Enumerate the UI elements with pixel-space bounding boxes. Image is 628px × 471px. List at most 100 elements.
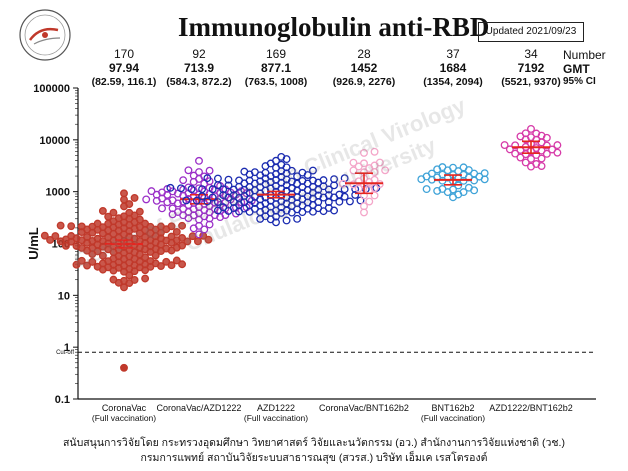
data-point xyxy=(109,275,118,284)
data-point xyxy=(98,251,107,260)
data-point xyxy=(203,197,212,206)
data-point xyxy=(360,159,368,168)
ci-row-label: 95% CI xyxy=(563,76,596,87)
data-point xyxy=(141,219,150,228)
data-point xyxy=(459,163,468,172)
data-point xyxy=(365,197,374,206)
data-point xyxy=(88,257,97,266)
data-point xyxy=(204,235,213,244)
data-point xyxy=(480,169,489,178)
data-point xyxy=(162,244,171,253)
gmt-row-label: GMT xyxy=(563,62,590,76)
updated-badge: Updated 2021/09/23 xyxy=(478,22,584,42)
data-point xyxy=(56,221,65,230)
data-point xyxy=(351,190,360,199)
data-point xyxy=(198,185,207,194)
group-ci: (82.59, 116.1) xyxy=(91,76,157,88)
data-point xyxy=(309,166,317,175)
group-number: 37 xyxy=(446,47,460,61)
data-point xyxy=(67,222,76,231)
data-point xyxy=(125,200,134,209)
data-point xyxy=(213,198,222,206)
data-point xyxy=(125,208,134,217)
data-point xyxy=(158,188,166,197)
data-point xyxy=(167,222,176,231)
data-point xyxy=(213,174,222,183)
data-point xyxy=(433,186,442,195)
data-point xyxy=(324,203,333,212)
data-point xyxy=(120,189,128,198)
data-point xyxy=(464,183,473,192)
data-point xyxy=(459,188,468,197)
data-point xyxy=(208,185,217,194)
data-point xyxy=(178,221,187,230)
data-point xyxy=(72,242,81,250)
data-point xyxy=(375,158,384,167)
data-point xyxy=(354,184,363,193)
group-number: 92 xyxy=(192,47,206,61)
data-point xyxy=(183,237,192,246)
x-category-label: CoronaVac xyxy=(102,403,147,413)
data-point xyxy=(553,141,562,150)
footer-line-2: กรมการแพทย์ สถาบันวิจัยระบบสาธารณสุข (สว… xyxy=(140,452,488,464)
group-gmt: 97.94 xyxy=(108,61,140,75)
data-point xyxy=(266,177,275,186)
data-point xyxy=(537,154,546,163)
data-point xyxy=(179,176,188,185)
x-category-label: CoronaVac/BNT162b2 xyxy=(319,403,409,413)
data-point xyxy=(61,235,70,244)
data-point xyxy=(205,166,214,175)
data-point xyxy=(195,156,203,165)
data-point xyxy=(360,202,368,211)
data-point xyxy=(189,171,198,180)
data-point xyxy=(187,185,196,194)
data-point xyxy=(219,203,228,212)
data-point xyxy=(250,168,259,177)
data-point xyxy=(511,149,520,158)
logo-icon xyxy=(19,9,71,61)
data-point xyxy=(235,176,243,185)
data-point xyxy=(77,222,86,231)
data-point xyxy=(178,260,187,269)
data-point xyxy=(527,124,535,133)
data-point xyxy=(182,196,191,205)
y-tick-label: 10000 xyxy=(39,135,70,147)
data-point xyxy=(208,193,217,202)
x-category-label: BNT162b2 xyxy=(431,403,474,413)
data-point xyxy=(195,168,203,176)
group-number: 170 xyxy=(113,47,135,61)
group-ci: (926.9, 2276) xyxy=(332,76,396,88)
data-point xyxy=(77,256,86,265)
data-point xyxy=(135,207,144,216)
data-point xyxy=(449,185,457,194)
data-point xyxy=(219,191,228,200)
group-ci: (5521, 9370) xyxy=(501,76,561,88)
chart-title: Immunoglobulin anti-RBD xyxy=(178,12,490,42)
data-point xyxy=(130,275,139,284)
data-point xyxy=(277,160,286,169)
data-point xyxy=(177,184,185,193)
data-point xyxy=(438,184,447,193)
data-point xyxy=(109,208,118,217)
data-point xyxy=(287,166,296,175)
data-point xyxy=(224,175,233,184)
data-point xyxy=(511,141,520,150)
data-point xyxy=(172,227,181,236)
data-point xyxy=(527,154,535,163)
data-point xyxy=(178,234,187,242)
data-point xyxy=(438,163,447,172)
y-tick-label: 0.1 xyxy=(55,394,70,406)
group-ci: (584.3, 872.2) xyxy=(166,76,232,88)
data-point-outlier xyxy=(120,363,128,372)
data-point xyxy=(505,145,514,154)
data-point xyxy=(168,196,177,205)
data-point xyxy=(163,198,172,207)
data-point xyxy=(548,145,557,154)
footer-line-1: สนับสนุนการวิจัยโดย กระทรวงอุดมศึกษา วิท… xyxy=(63,437,565,449)
data-point xyxy=(422,185,431,194)
x-category-label: (Full vaccination) xyxy=(421,413,485,423)
data-point xyxy=(351,185,360,194)
data-point xyxy=(370,184,379,192)
data-point xyxy=(309,176,317,185)
